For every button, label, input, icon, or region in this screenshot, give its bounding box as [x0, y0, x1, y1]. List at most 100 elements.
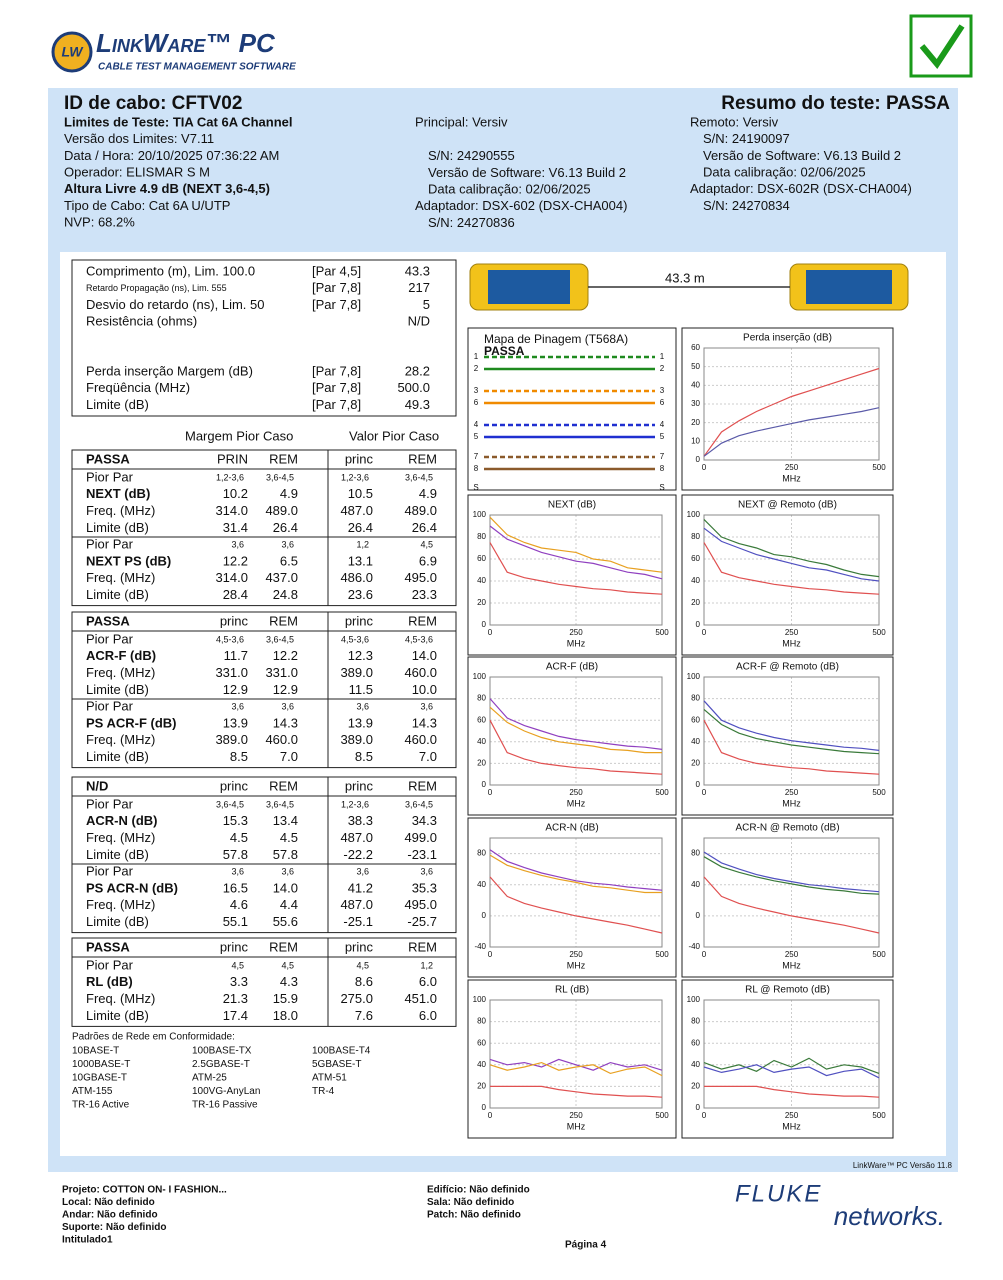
y-tick-label: 40 [691, 1060, 700, 1069]
y-tick-label: 40 [691, 880, 700, 889]
x-tick-label: 0 [702, 628, 707, 637]
x-axis-label: MHz [782, 798, 801, 808]
y-tick-label: -40 [474, 942, 486, 951]
wiremap-status: PASSA [484, 344, 525, 358]
pin-left: 3 [474, 386, 479, 395]
summary-box [71, 259, 457, 417]
row-value: -22.2 [343, 847, 373, 862]
group-column: REM [269, 939, 298, 954]
row-label: RL (dB) [86, 974, 133, 989]
pin-left: 2 [474, 364, 479, 373]
plot-frame [703, 676, 880, 786]
row-label: Pior Par [86, 864, 134, 879]
row-value: 4,5 [231, 960, 244, 970]
main-unit-line: S/N: 24270836 [428, 215, 515, 230]
row-value: 41.2 [348, 880, 373, 895]
row-value: 3,6 [356, 867, 369, 877]
row-value: 8.6 [355, 974, 373, 989]
y-tick-label: 100 [473, 510, 487, 519]
summary-label: Desvio do retardo (ns), Lim. 50 [86, 297, 264, 312]
logo-subtitle: CABLE TEST MANAGEMENT SOFTWARE [98, 62, 296, 73]
row-value: 389.0 [215, 732, 248, 747]
main-unit-line: Principal: Versiv [415, 114, 508, 129]
y-tick-label: 0 [696, 455, 701, 464]
x-axis-label: MHz [567, 638, 586, 648]
standard-item: 100VG-AnyLan [192, 1086, 260, 1097]
y-tick-label: 0 [696, 1103, 701, 1112]
row-value: 3,6 [281, 867, 294, 877]
footer-line: Local: Não definido [62, 1197, 155, 1208]
row-value: 4.4 [280, 897, 298, 912]
graph-trace [489, 525, 663, 580]
plot-frame [703, 347, 880, 461]
row-value: 3,6 [356, 702, 369, 712]
pin-left: 6 [474, 398, 479, 407]
row-value: 13.1 [348, 553, 373, 568]
group-column: princ [345, 778, 374, 793]
x-tick-label: 0 [702, 950, 707, 959]
row-value: 26.4 [348, 520, 373, 535]
standard-item: 1000BASE-T [72, 1059, 130, 1070]
row-value: 4.3 [280, 974, 298, 989]
row-value: 314.0 [215, 570, 248, 585]
row-label: Freq. (MHz) [86, 570, 155, 585]
x-tick-label: 500 [655, 1111, 669, 1120]
summary-value: 43.3 [405, 263, 430, 278]
group-column: REM [269, 613, 298, 628]
row-value: 7.0 [419, 749, 437, 764]
row-value: 7.6 [355, 1008, 373, 1023]
x-tick-label: 500 [872, 1111, 886, 1120]
y-tick-label: 40 [691, 576, 700, 585]
graph-box [681, 656, 894, 816]
group-status: PASSA [86, 613, 130, 628]
logo-title: LinkWare™ PC [96, 28, 276, 58]
group-column: PRIN [217, 451, 248, 466]
y-tick-label: 60 [691, 1038, 700, 1047]
graph-trace [703, 542, 880, 595]
row-value: 57.8 [273, 847, 298, 862]
group-column: princ [345, 939, 374, 954]
row-label: Limite (dB) [86, 1008, 149, 1023]
group-column: princ [220, 613, 249, 628]
summary-pair: [Par 4,5] [312, 263, 361, 278]
remote-unit-line: Remoto: Versiv [690, 114, 779, 129]
x-tick-label: 0 [488, 788, 493, 797]
info-line: NVP: 68.2% [64, 215, 135, 230]
y-tick-label: 80 [691, 532, 700, 541]
x-tick-label: 250 [785, 950, 799, 959]
row-value: 314.0 [215, 503, 248, 518]
row-value: 1,2-3,6 [216, 472, 244, 482]
row-value: 499.0 [404, 830, 437, 845]
row-label: Freq. (MHz) [86, 991, 155, 1006]
row-value: 3,6-4,5 [266, 634, 294, 644]
row-value: 13.4 [273, 813, 298, 828]
row-value: 460.0 [404, 732, 437, 747]
row-value: 3,6 [231, 702, 244, 712]
result-box [71, 449, 457, 607]
row-value: 3,6 [281, 540, 294, 550]
group-column: princ [345, 451, 374, 466]
y-tick-label: 20 [477, 759, 486, 768]
plot-frame [703, 837, 880, 948]
row-label: Limite (dB) [86, 749, 149, 764]
row-value: 3,6 [420, 702, 433, 712]
y-tick-label: 40 [477, 737, 486, 746]
cable-length: 43.3 m [665, 270, 705, 285]
row-value: -25.7 [407, 914, 437, 929]
main-unit-line: Data calibração: 02/06/2025 [428, 182, 591, 197]
graph-trace [703, 876, 880, 934]
y-tick-label: -40 [688, 942, 700, 951]
standard-item: ATM-155 [72, 1086, 113, 1097]
graph-trace [489, 516, 663, 573]
row-value: 331.0 [265, 665, 298, 680]
pin-right: 8 [660, 464, 665, 473]
logo-circle [51, 31, 93, 73]
graph-box [681, 494, 894, 656]
remote-unit-line: Data calibração: 02/06/2025 [703, 165, 866, 180]
brand-fluke: FLUKE [735, 1180, 822, 1207]
summary-pair: [Par 7,8] [312, 297, 361, 312]
graph-trace [703, 700, 880, 751]
row-label: PS ACR-N (dB) [86, 880, 178, 895]
row-value: -25.1 [343, 914, 373, 929]
y-tick-label: 80 [691, 694, 700, 703]
